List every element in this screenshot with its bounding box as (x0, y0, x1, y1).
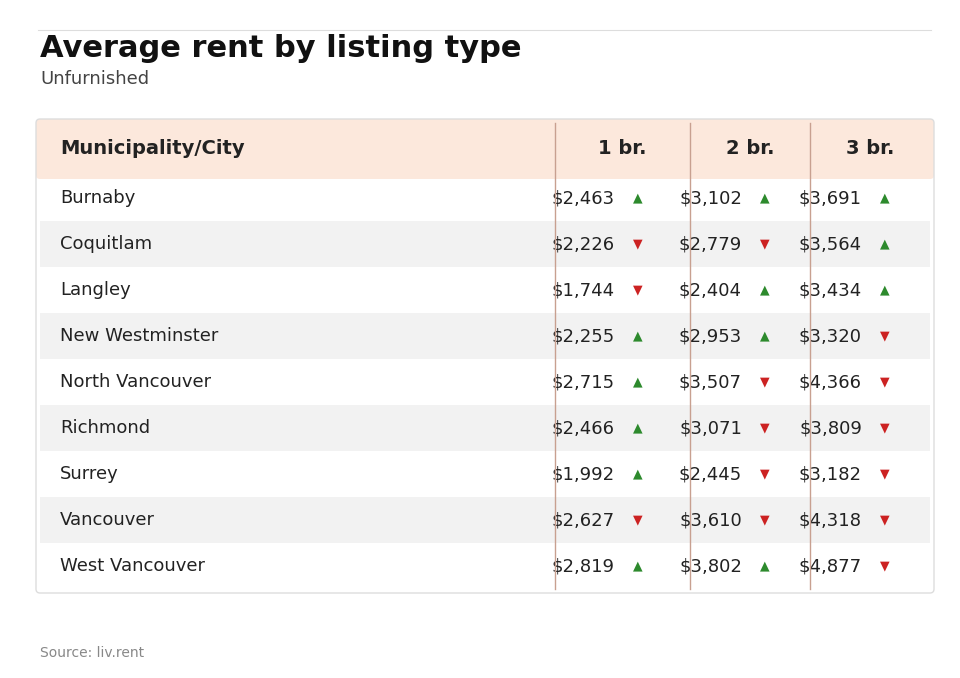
Text: New Westminster: New Westminster (60, 327, 218, 345)
FancyBboxPatch shape (40, 221, 930, 267)
Text: $3,564: $3,564 (799, 235, 862, 253)
Text: ▲: ▲ (633, 376, 642, 388)
Text: Surrey: Surrey (60, 465, 119, 483)
Text: $3,809: $3,809 (799, 419, 862, 437)
Text: 1 br.: 1 br. (598, 140, 647, 159)
Text: ▲: ▲ (880, 283, 890, 296)
Text: ▲: ▲ (880, 237, 890, 250)
Text: $2,463: $2,463 (551, 189, 614, 207)
Text: $4,318: $4,318 (799, 511, 862, 529)
FancyBboxPatch shape (40, 313, 930, 359)
Text: 2 br.: 2 br. (726, 140, 775, 159)
Text: $3,610: $3,610 (680, 511, 742, 529)
Text: ▲: ▲ (760, 283, 770, 296)
Text: Burnaby: Burnaby (60, 189, 135, 207)
Text: ▼: ▼ (633, 513, 642, 527)
Text: ▲: ▲ (880, 191, 890, 205)
Text: ▼: ▼ (880, 330, 890, 342)
FancyBboxPatch shape (36, 119, 934, 179)
Text: $2,953: $2,953 (679, 327, 742, 345)
Text: ▼: ▼ (880, 559, 890, 572)
Text: $2,715: $2,715 (551, 373, 614, 391)
Text: Municipality/City: Municipality/City (60, 140, 245, 159)
Text: Richmond: Richmond (60, 419, 150, 437)
Text: 3 br.: 3 br. (846, 140, 894, 159)
Text: $3,102: $3,102 (679, 189, 742, 207)
Text: Average rent by listing type: Average rent by listing type (40, 34, 521, 63)
Text: $3,071: $3,071 (679, 419, 742, 437)
Text: $3,507: $3,507 (679, 373, 742, 391)
Text: $2,779: $2,779 (679, 235, 742, 253)
Text: ▼: ▼ (760, 513, 770, 527)
Text: West Vancouver: West Vancouver (60, 557, 205, 575)
Text: Unfurnished: Unfurnished (40, 70, 149, 88)
Text: ▲: ▲ (760, 330, 770, 342)
Text: $4,366: $4,366 (799, 373, 862, 391)
FancyBboxPatch shape (40, 175, 930, 221)
Text: $3,182: $3,182 (799, 465, 862, 483)
FancyBboxPatch shape (40, 359, 930, 405)
Text: $3,802: $3,802 (679, 557, 742, 575)
Text: $2,627: $2,627 (551, 511, 614, 529)
Text: ▼: ▼ (760, 422, 770, 435)
Text: ▲: ▲ (760, 191, 770, 205)
FancyBboxPatch shape (40, 543, 930, 589)
Text: Source: liv.rent: Source: liv.rent (40, 646, 144, 660)
Text: ▼: ▼ (760, 237, 770, 250)
FancyBboxPatch shape (40, 451, 930, 497)
Text: ▼: ▼ (880, 513, 890, 527)
FancyBboxPatch shape (40, 267, 930, 313)
Text: ▲: ▲ (633, 330, 642, 342)
Text: Vancouver: Vancouver (60, 511, 155, 529)
Text: $4,877: $4,877 (799, 557, 862, 575)
Text: ▼: ▼ (880, 376, 890, 388)
Text: $2,445: $2,445 (679, 465, 742, 483)
Text: $2,226: $2,226 (551, 235, 614, 253)
Text: $3,320: $3,320 (799, 327, 862, 345)
Text: ▲: ▲ (633, 559, 642, 572)
Text: ▼: ▼ (760, 468, 770, 481)
Text: ▼: ▼ (760, 376, 770, 388)
Text: ▼: ▼ (633, 237, 642, 250)
Text: ▲: ▲ (633, 422, 642, 435)
Text: $2,466: $2,466 (551, 419, 614, 437)
Text: $3,434: $3,434 (799, 281, 862, 299)
Text: Coquitlam: Coquitlam (60, 235, 152, 253)
Text: $2,404: $2,404 (679, 281, 742, 299)
Text: ▲: ▲ (633, 191, 642, 205)
Text: ▼: ▼ (880, 422, 890, 435)
FancyBboxPatch shape (40, 497, 930, 543)
Text: $1,744: $1,744 (551, 281, 614, 299)
Text: ▲: ▲ (760, 559, 770, 572)
FancyBboxPatch shape (40, 405, 930, 451)
Text: $2,255: $2,255 (551, 327, 614, 345)
Text: $3,691: $3,691 (799, 189, 862, 207)
Text: ▲: ▲ (633, 468, 642, 481)
Text: ▼: ▼ (880, 468, 890, 481)
Text: $2,819: $2,819 (551, 557, 614, 575)
Text: Langley: Langley (60, 281, 131, 299)
Text: $1,992: $1,992 (551, 465, 614, 483)
Text: ▼: ▼ (633, 283, 642, 296)
Text: North Vancouver: North Vancouver (60, 373, 211, 391)
